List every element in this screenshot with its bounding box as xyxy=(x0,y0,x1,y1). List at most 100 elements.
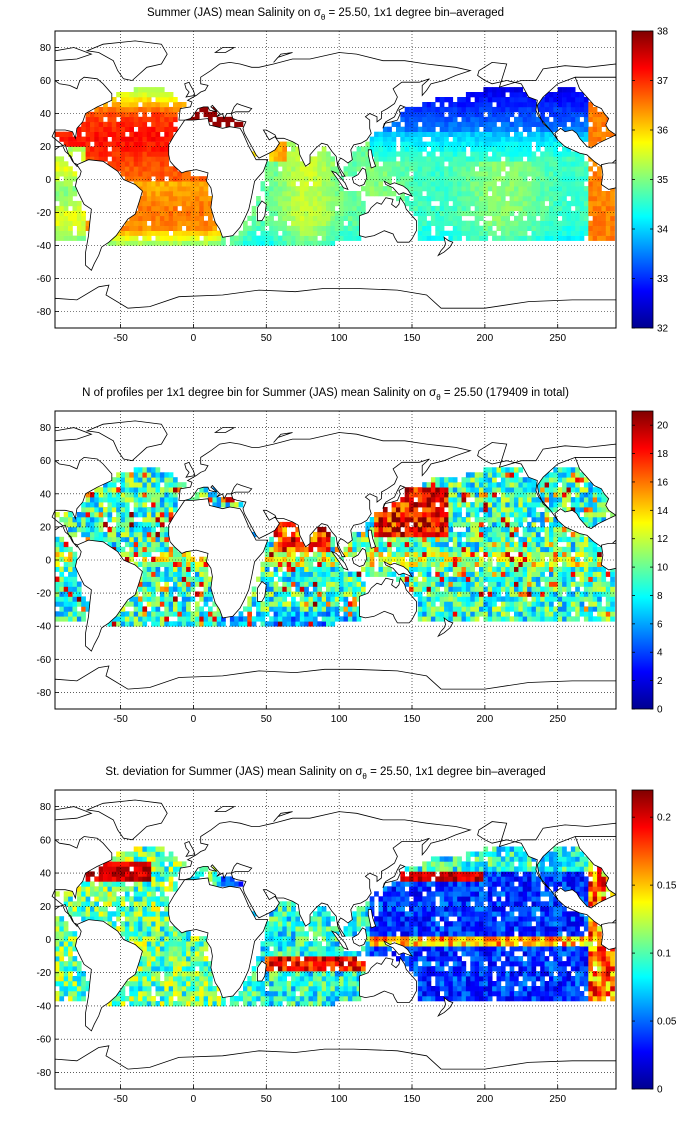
data-cell xyxy=(470,106,475,113)
data-cell xyxy=(63,166,69,172)
data-cell xyxy=(85,156,91,162)
data-cell xyxy=(295,210,301,217)
data-cell xyxy=(413,521,419,528)
data-cell xyxy=(295,526,301,533)
data-cell xyxy=(439,131,445,137)
data-cell xyxy=(465,591,471,597)
data-cell xyxy=(194,591,200,597)
data-cell xyxy=(540,477,545,483)
data-cell xyxy=(505,126,510,132)
data-cell xyxy=(461,220,467,226)
data-cell xyxy=(597,171,602,177)
data-cell xyxy=(496,111,502,118)
data-cell xyxy=(391,156,397,162)
data-cell xyxy=(522,497,528,503)
data-cell xyxy=(264,186,270,192)
data-cell xyxy=(138,536,143,543)
data-cell xyxy=(422,121,427,127)
data-cell xyxy=(448,106,454,113)
data-cell xyxy=(562,507,567,513)
data-cell xyxy=(566,482,572,488)
data-cell xyxy=(151,141,156,147)
data-cell xyxy=(409,541,414,548)
data-cell xyxy=(439,106,445,113)
data-cell xyxy=(365,151,371,157)
x-tick-label: 200 xyxy=(477,333,494,344)
data-cell xyxy=(291,166,296,172)
data-cell xyxy=(347,586,353,592)
data-cell xyxy=(68,136,73,142)
data-cell xyxy=(409,586,414,592)
data-cell xyxy=(164,240,169,246)
data-cell xyxy=(251,616,257,622)
data-cell xyxy=(103,141,108,147)
data-cell xyxy=(186,611,191,617)
data-cell xyxy=(492,131,497,137)
data-cell xyxy=(286,586,292,592)
data-cell xyxy=(203,566,209,572)
data-cell xyxy=(273,205,279,212)
data-cell xyxy=(479,205,484,212)
data-cell xyxy=(155,512,161,518)
data-cell xyxy=(522,561,528,567)
data-cell xyxy=(444,220,449,226)
data-cell xyxy=(522,512,528,518)
data-cell xyxy=(588,225,593,231)
data-cell xyxy=(492,512,497,518)
data-cell xyxy=(304,166,309,172)
data-cell xyxy=(352,596,357,602)
data-cell xyxy=(55,541,60,548)
data-cell xyxy=(461,181,467,187)
data-cell xyxy=(426,181,432,187)
data-cell xyxy=(199,176,204,182)
data-cell xyxy=(343,611,349,617)
data-cell xyxy=(527,591,532,597)
data-cell xyxy=(334,606,340,612)
data-cell xyxy=(470,161,475,167)
data-cell xyxy=(330,611,336,617)
data-cell xyxy=(72,556,78,562)
data-cell xyxy=(321,166,327,172)
data-cell xyxy=(457,551,462,557)
data-cell xyxy=(413,151,419,157)
data-cell xyxy=(85,512,91,518)
data-cell xyxy=(610,616,615,622)
data-cell xyxy=(562,181,567,187)
data-cell xyxy=(277,566,283,572)
data-cell xyxy=(177,621,183,627)
data-cell xyxy=(400,497,405,503)
data-cell xyxy=(321,546,327,553)
data-cell xyxy=(124,472,130,478)
data-cell xyxy=(518,97,524,103)
data-cell xyxy=(557,171,563,177)
data-cell xyxy=(334,196,340,202)
data-cell xyxy=(435,551,440,557)
data-cell xyxy=(448,176,454,182)
data-cell xyxy=(151,621,156,627)
data-cell xyxy=(181,215,187,221)
data-cell xyxy=(553,526,558,533)
data-cell xyxy=(597,616,602,622)
data-cell xyxy=(535,551,541,557)
data-cell xyxy=(566,161,572,167)
data-cell xyxy=(505,116,510,123)
data-cell xyxy=(483,235,489,241)
data-cell xyxy=(509,507,515,513)
data-cell xyxy=(522,526,528,533)
data-cell xyxy=(566,200,572,207)
data-cell xyxy=(540,210,545,217)
data-cell xyxy=(400,141,405,147)
data-cell xyxy=(374,531,379,538)
data-cell xyxy=(72,611,78,617)
data-cell xyxy=(417,601,423,607)
data-cell xyxy=(479,586,484,592)
data-cell xyxy=(479,136,484,142)
data-cell xyxy=(610,210,615,217)
data-cell xyxy=(299,171,305,177)
data-cell xyxy=(404,176,410,182)
data-cell xyxy=(190,616,196,622)
data-cell xyxy=(549,611,554,617)
data-cell xyxy=(59,576,65,582)
data-cell xyxy=(72,576,78,582)
data-cell xyxy=(483,156,489,162)
